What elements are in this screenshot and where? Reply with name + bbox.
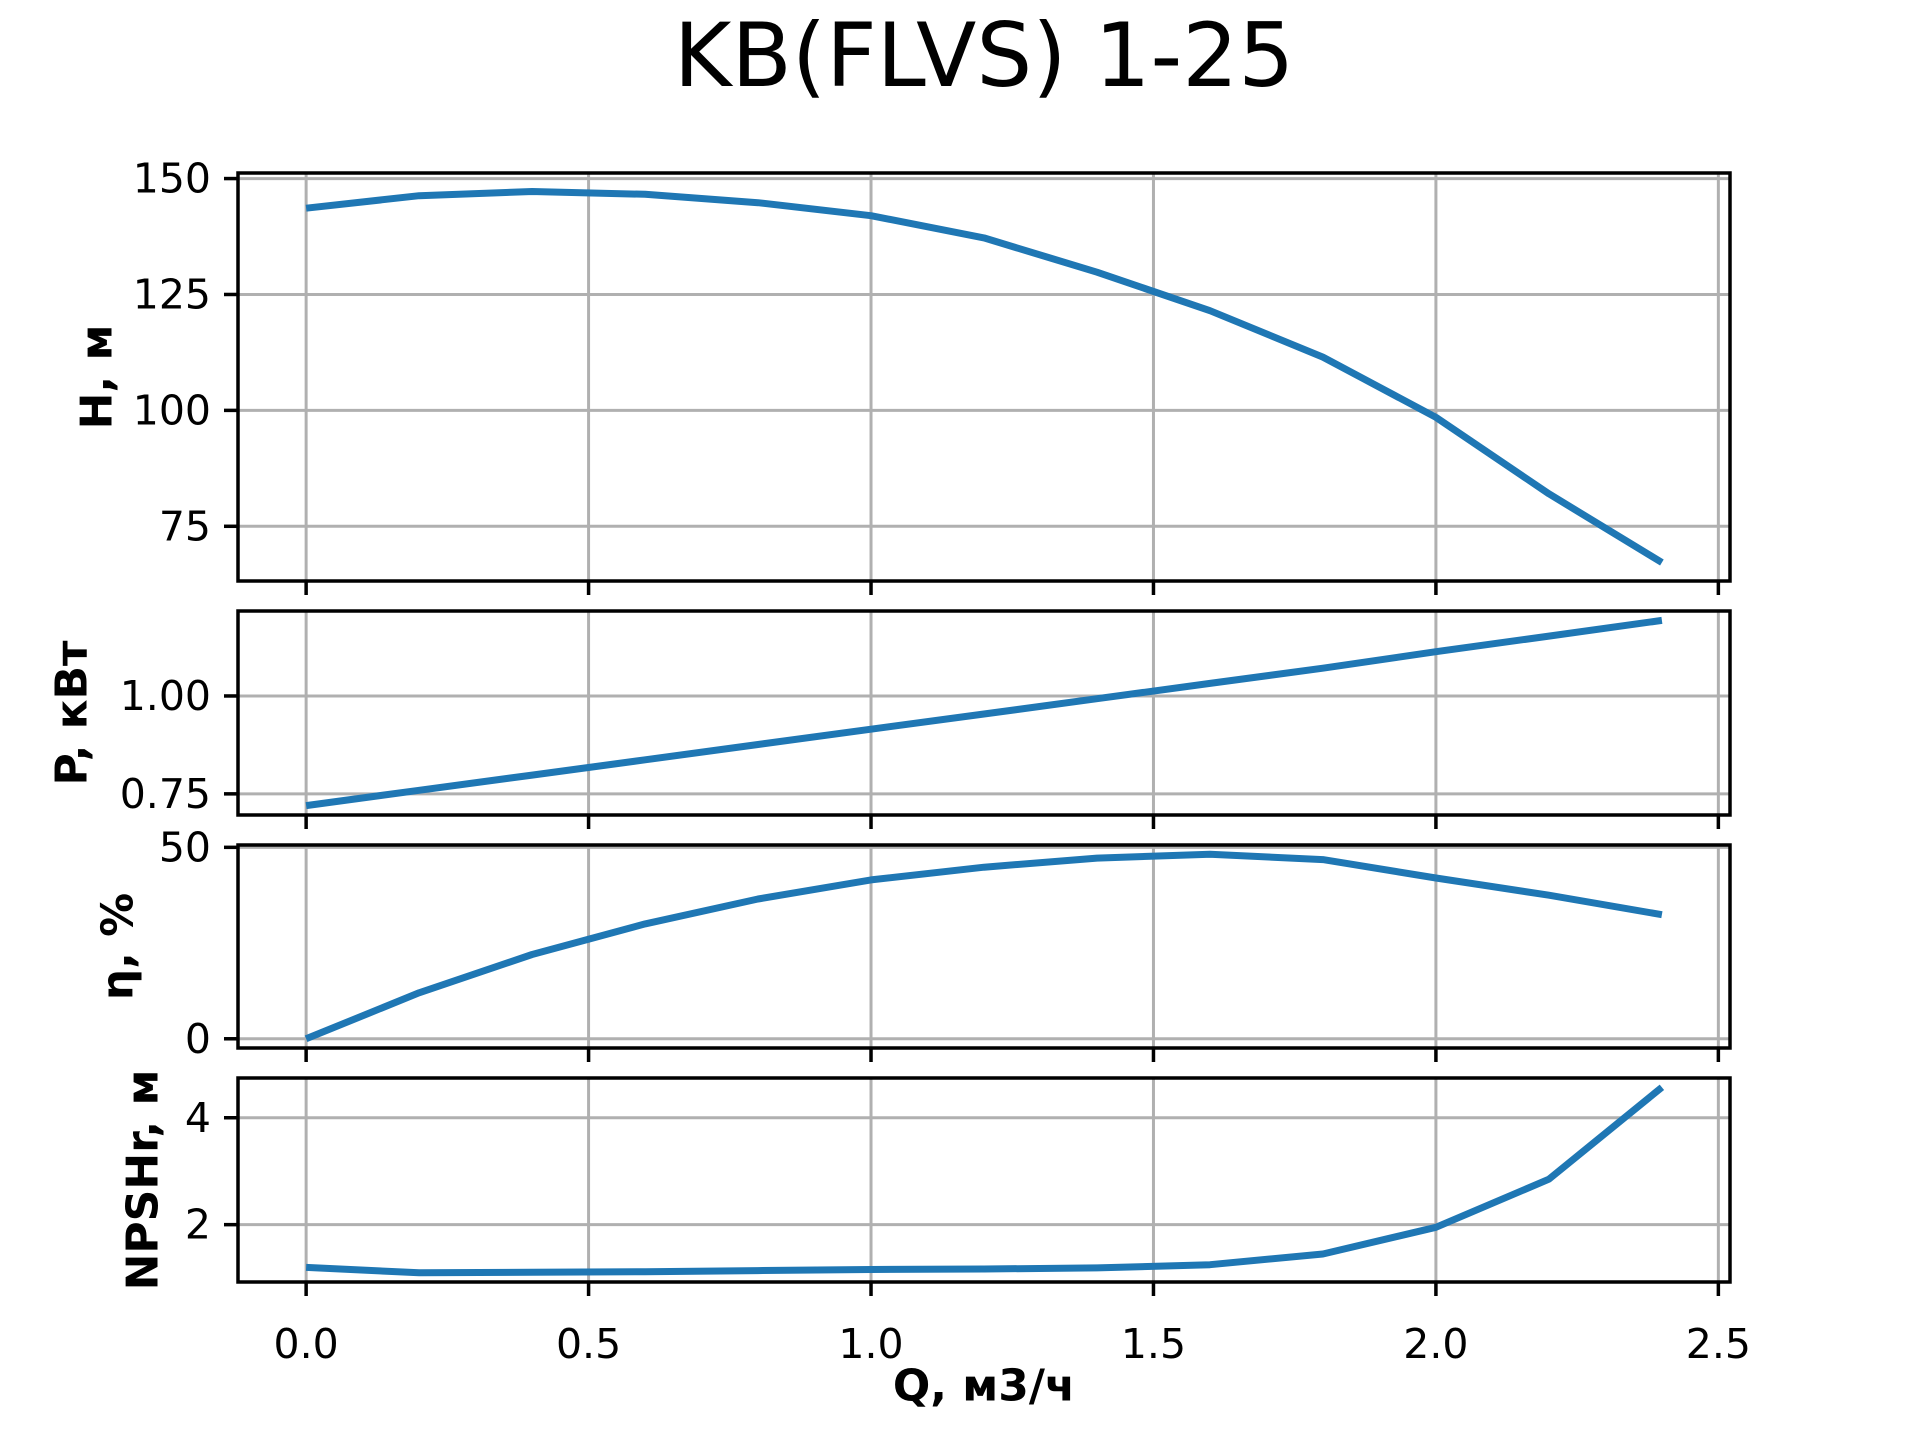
chart-title: KB(FLVS) 1-25 [673, 4, 1295, 107]
axes-frame [236, 609, 1732, 817]
y-tick-label: 0.75 [120, 770, 211, 818]
x-tick-label: 2.0 [1403, 1320, 1468, 1368]
y-tick-label: 1.00 [120, 672, 211, 720]
x-axis-label: Q, м3/ч [893, 1361, 1075, 1412]
head-axis-label: H, м [72, 325, 123, 430]
npshr-curve [305, 1084, 1665, 1277]
y-tick-label: 0 [185, 1015, 211, 1063]
power-curve [305, 616, 1663, 810]
head-subplot: 75 100 125 150 H, м [72, 155, 1732, 595]
power-axis-label: P, кВт [47, 640, 98, 786]
y-tick-label: 2 [185, 1201, 211, 1249]
efficiency-subplot: 0 50 η, % [93, 823, 1732, 1063]
y-tick-label: 100 [133, 386, 211, 434]
npshr-subplot: 2 4 NPSHr, м [118, 1070, 1732, 1296]
x-tick-label: 2.5 [1686, 1320, 1751, 1368]
axes-frame [236, 171, 1732, 583]
y-tick-label: 150 [133, 155, 211, 203]
y-tick-label: 75 [159, 502, 211, 550]
x-tick-label: 1.0 [838, 1320, 903, 1368]
axes-frame [236, 1076, 1732, 1284]
power-subplot: 0.75 1.00 P, кВт [47, 609, 1732, 829]
y-tick-label: 4 [185, 1094, 211, 1142]
x-tick-label: 0.0 [274, 1320, 339, 1368]
npshr-axis-label: NPSHr, м [118, 1070, 169, 1291]
head-curve [305, 188, 1664, 566]
x-tick-label: 1.5 [1121, 1320, 1186, 1368]
efficiency-axis-label: η, % [93, 893, 144, 1000]
y-tick-label: 50 [159, 823, 211, 871]
y-tick-label: 125 [133, 270, 211, 318]
axes-frame [236, 843, 1732, 1050]
x-tick-label: 0.5 [556, 1320, 621, 1368]
efficiency-curve [304, 850, 1663, 1043]
